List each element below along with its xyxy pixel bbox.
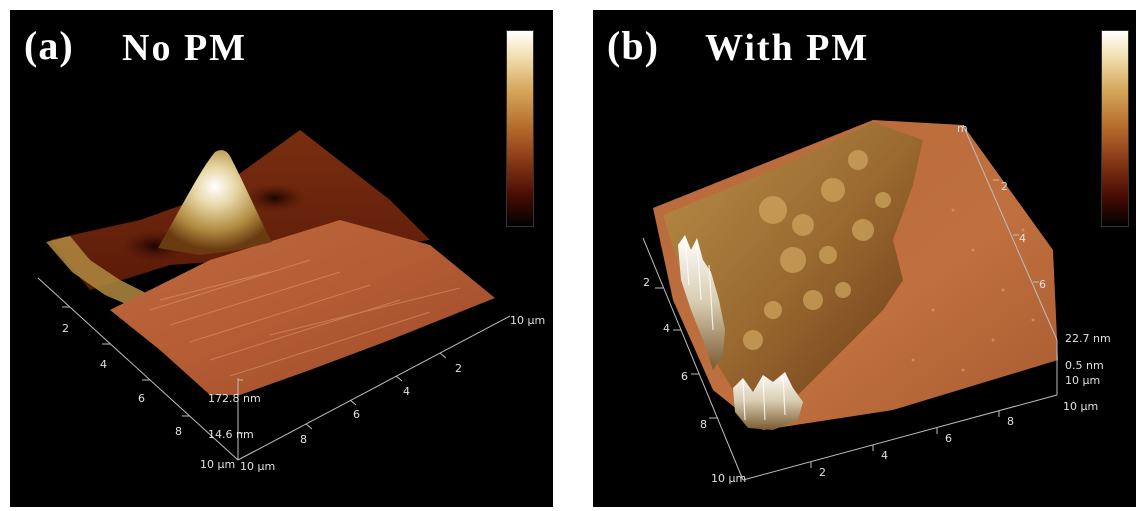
surface-grains bbox=[743, 150, 891, 350]
axis-a-right-tick-4: 4 bbox=[403, 385, 410, 398]
surface-texture bbox=[149, 259, 461, 377]
axis-a-left-tick-4: 8 bbox=[175, 425, 182, 438]
surface-spikes-bottom bbox=[733, 372, 803, 430]
panel-tag-b: (b) bbox=[607, 23, 659, 68]
axis-b-back-tick-6: 6 bbox=[1039, 278, 1046, 291]
axis-a-right-tick-8: 8 bbox=[300, 433, 307, 446]
z-label-bottom-a: 14.6 nm bbox=[208, 428, 254, 441]
z-label-bottom-b: 0.5 nm bbox=[1065, 359, 1104, 372]
axis-b-left-tick-8: 8 bbox=[700, 418, 707, 431]
axis-a-left-tick-1: 2 bbox=[62, 322, 69, 335]
axis-a-left-tick-2: 4 bbox=[100, 358, 107, 371]
axes-b bbox=[642, 124, 1058, 481]
axis-b-back-label: m bbox=[957, 122, 968, 135]
surface-peak bbox=[158, 150, 272, 255]
surface-flat-terrace bbox=[110, 220, 495, 395]
corner-label-a: 10 µm bbox=[240, 460, 275, 473]
axis-b-bottom-tick-10: 10 µm bbox=[1063, 400, 1098, 413]
axis-b-left-tick-6: 6 bbox=[681, 370, 688, 383]
surface-left-ridge bbox=[46, 236, 160, 310]
axis-b-back-tick-4: 4 bbox=[1019, 232, 1026, 245]
axis-b-left-tick-4: 4 bbox=[663, 322, 670, 335]
surface-speckle bbox=[911, 208, 1035, 372]
axis-a-right-tick-end: 10 µm bbox=[510, 314, 545, 327]
axis-b-bottom-tick-6: 6 bbox=[945, 432, 952, 445]
axis-b-left-tick-2: 2 bbox=[643, 276, 650, 289]
axis-a-left-tick-3: 6 bbox=[138, 392, 145, 405]
afm-3d-surface-a: 2 4 6 8 10 µm 10 µm 2 4 6 8 172.8 nm 14.… bbox=[37, 130, 545, 473]
axis-a-right-tick-6: 6 bbox=[353, 408, 360, 421]
afm-panel-with-pm: 2 4 6 8 10 µm 2 4 6 8 10 µm 2 4 6 m 22.7… bbox=[593, 10, 1136, 507]
panel-title-b: With PM bbox=[705, 27, 870, 69]
color-scale-bar-a bbox=[506, 30, 534, 227]
spike-lines bbox=[684, 237, 786, 421]
axis-a-left-tick-5: 10 µm bbox=[200, 458, 235, 471]
afm-3d-surface-b: 2 4 6 8 10 µm 2 4 6 8 10 µm 2 4 6 m 22.7… bbox=[642, 120, 1111, 485]
afm-panel-no-pm: 2 4 6 8 10 µm 10 µm 2 4 6 8 172.8 nm 14.… bbox=[10, 10, 553, 507]
panel-title-a: No PM bbox=[122, 27, 248, 69]
z-label-top-a: 172.8 nm bbox=[208, 392, 261, 405]
panel-tag-a: (a) bbox=[24, 23, 74, 68]
axis-b-bottom-tick-4: 4 bbox=[881, 449, 888, 462]
axis-b-left-tick-10: 10 µm bbox=[711, 472, 746, 485]
surface-spikes-left bbox=[678, 235, 725, 370]
z-label-top-b: 22.7 nm bbox=[1065, 332, 1111, 345]
axes-a bbox=[37, 277, 511, 461]
axis-b-bottom-tick-2: 2 bbox=[819, 466, 826, 479]
color-scale-bar-b bbox=[1101, 30, 1129, 227]
axis-a-right-tick-2: 2 bbox=[455, 362, 462, 375]
axis-b-bottom-tick-8: 8 bbox=[1007, 415, 1014, 428]
z-corner-label-b: 10 µm bbox=[1065, 374, 1100, 387]
axis-b-back-tick-2: 2 bbox=[1001, 180, 1008, 193]
